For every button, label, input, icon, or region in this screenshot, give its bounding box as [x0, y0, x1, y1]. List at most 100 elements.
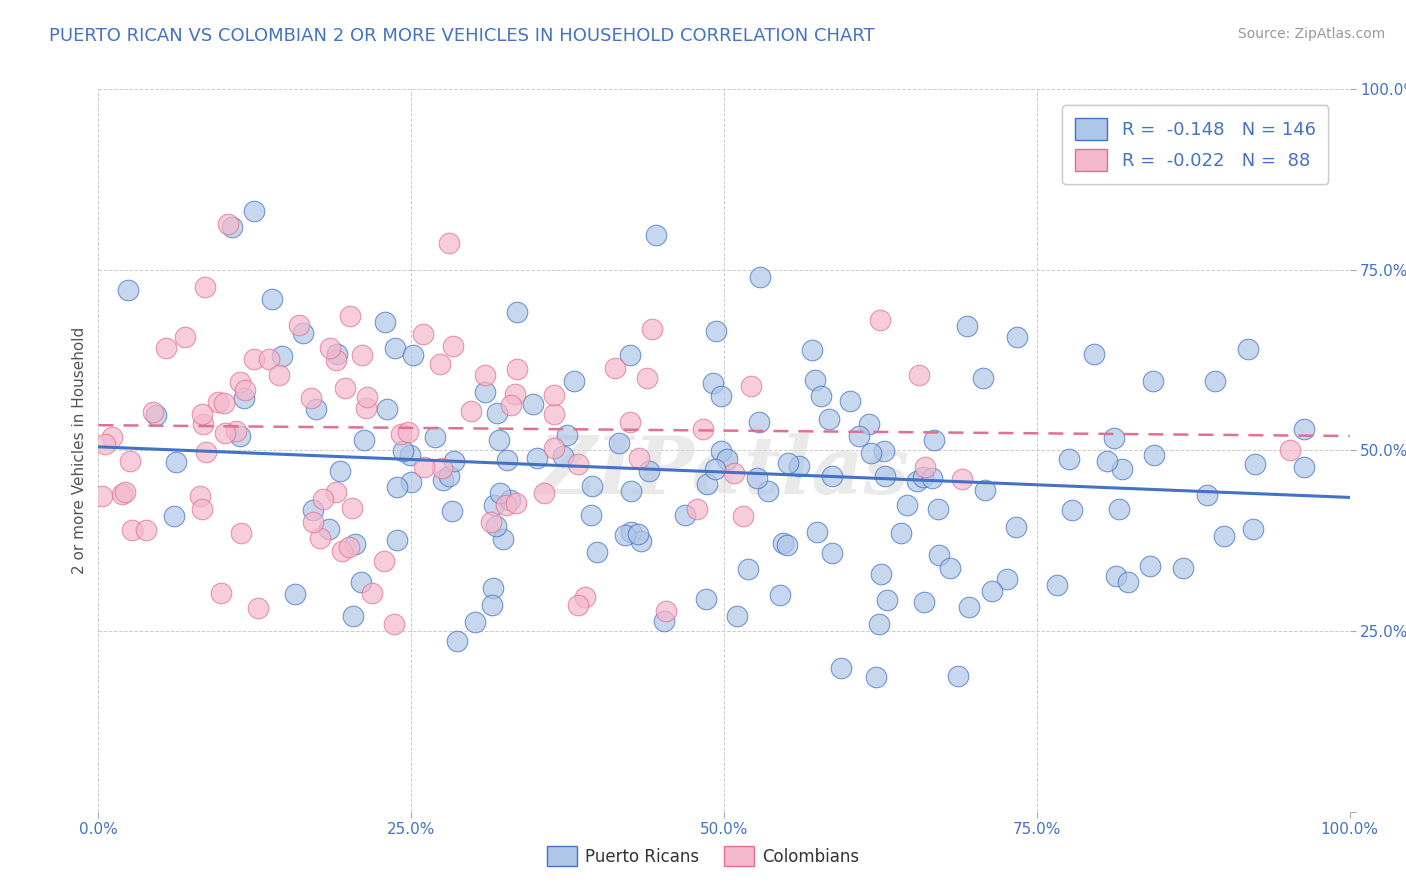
Point: [806, 525, 828, 540]
Point: [481, 598, 503, 612]
Point: [191, 408, 214, 422]
Point: [325, 485, 347, 500]
Point: [305, 402, 328, 417]
Point: [821, 546, 844, 560]
Point: [142, 405, 165, 419]
Point: [485, 406, 508, 420]
Point: [905, 475, 928, 489]
Point: [505, 495, 527, 509]
Point: [890, 526, 912, 541]
Point: [392, 443, 415, 458]
Point: [1105, 569, 1128, 583]
Point: [145, 408, 167, 422]
Point: [437, 469, 460, 483]
Point: [432, 461, 454, 475]
Point: [329, 464, 352, 478]
Point: [522, 397, 544, 411]
Point: [207, 394, 229, 409]
Point: [830, 661, 852, 675]
Point: [399, 448, 422, 462]
Point: [562, 374, 585, 388]
Point: [603, 360, 626, 375]
Point: [485, 518, 508, 533]
Point: [1197, 488, 1219, 502]
Point: [396, 425, 419, 440]
Point: [869, 567, 891, 582]
Point: [214, 425, 236, 440]
Point: [1060, 502, 1083, 516]
Point: [772, 535, 794, 549]
Point: [506, 362, 529, 376]
Point: [413, 460, 436, 475]
Point: [921, 471, 943, 485]
Point: [801, 343, 824, 358]
Point: [212, 396, 235, 410]
Point: [174, 330, 197, 344]
Point: [859, 446, 882, 460]
Point: [356, 391, 378, 405]
Point: [810, 389, 832, 403]
Point: [288, 318, 311, 332]
Point: [922, 433, 945, 447]
Point: [1097, 454, 1119, 468]
Point: [190, 502, 212, 516]
Point: [607, 436, 630, 450]
Point: [308, 532, 330, 546]
Point: [972, 371, 994, 385]
Point: [927, 501, 949, 516]
Point: [194, 280, 217, 294]
Point: [163, 509, 186, 524]
Point: [574, 590, 596, 604]
Point: [914, 459, 936, 474]
Point: [375, 402, 398, 417]
Point: [464, 615, 486, 630]
Point: [686, 502, 709, 516]
Point: [876, 592, 898, 607]
Point: [389, 426, 412, 441]
Point: [432, 473, 454, 487]
Point: [311, 491, 333, 506]
Point: [526, 450, 548, 465]
Point: [673, 508, 696, 523]
Point: [620, 483, 643, 498]
Point: [330, 544, 353, 558]
Point: [630, 534, 652, 549]
Point: [908, 368, 931, 382]
Point: [619, 348, 641, 362]
Point: [704, 324, 727, 338]
Point: [702, 376, 724, 390]
Point: [260, 292, 283, 306]
Point: [716, 452, 738, 467]
Point: [301, 515, 323, 529]
Point: [474, 368, 496, 383]
Point: [429, 357, 451, 371]
Point: [950, 472, 973, 486]
Point: [776, 456, 799, 470]
Point: [567, 598, 589, 612]
Point: [620, 524, 643, 539]
Point: [243, 203, 266, 218]
Point: [339, 310, 361, 324]
Point: [474, 384, 496, 399]
Point: [614, 528, 637, 542]
Point: [1046, 578, 1069, 592]
Point: [482, 498, 505, 512]
Point: [875, 469, 897, 483]
Text: ZIPatlas: ZIPatlas: [538, 434, 910, 511]
Point: [723, 467, 745, 481]
Point: [865, 669, 887, 683]
Point: [956, 319, 979, 334]
Point: [270, 349, 292, 363]
Point: [695, 592, 717, 607]
Point: [446, 634, 468, 648]
Point: [439, 236, 461, 251]
Point: [191, 417, 214, 431]
Point: [318, 341, 340, 355]
Point: [652, 614, 675, 628]
Point: [749, 270, 772, 285]
Point: [1204, 374, 1226, 388]
Point: [209, 586, 232, 600]
Point: [165, 455, 187, 469]
Text: PUERTO RICAN VS COLOMBIAN 2 OR MORE VEHICLES IN HOUSEHOLD CORRELATION CHART: PUERTO RICAN VS COLOMBIAN 2 OR MORE VEHI…: [49, 27, 875, 45]
Point: [567, 457, 589, 471]
